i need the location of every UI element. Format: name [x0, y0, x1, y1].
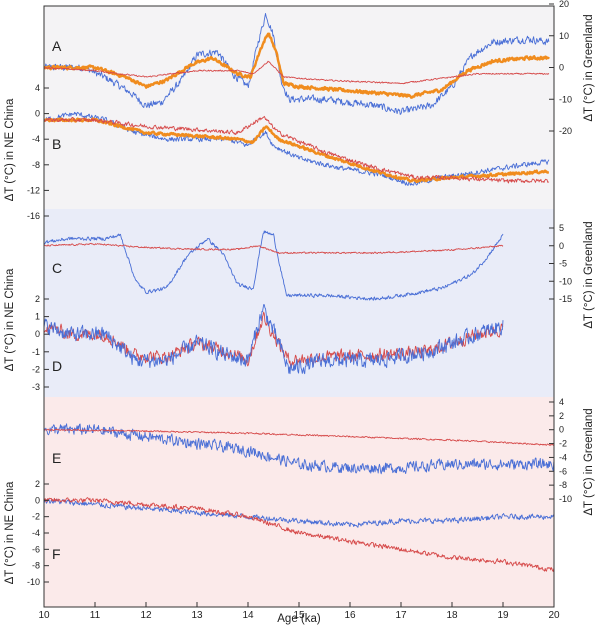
left-tick-label: -3: [32, 382, 40, 392]
series-d-blue: [44, 304, 504, 375]
ticks-layer: 40-4-8-12-1620100-10-20210-1-2-350-5-10-…: [27, 0, 572, 621]
series-f-red: [44, 497, 554, 572]
x-tick-label: 13: [191, 610, 203, 621]
right-axis-title-panel-2: ΔT (°C) in Greenland: [583, 221, 595, 328]
panel-letter-d: D: [52, 358, 62, 374]
left-tick-label: 0: [35, 329, 40, 339]
x-tick-label: 15: [293, 610, 305, 621]
left-tick-label: -8: [32, 561, 40, 571]
right-tick-label: 4: [559, 397, 564, 407]
right-tick-label: 10: [559, 31, 569, 41]
x-tick-label: 12: [140, 610, 152, 621]
panel-2-series: [44, 230, 504, 375]
right-tick-label: -10: [559, 276, 572, 286]
left-tick-label: 1: [35, 312, 40, 322]
right-tick-label: 20: [559, 0, 569, 9]
left-axis-title-panel-2: ΔT (°C) in NE China: [4, 268, 16, 371]
left-tick-label: -12: [27, 185, 40, 195]
left-tick-label: -2: [32, 364, 40, 374]
x-tick-label: 11: [90, 610, 101, 621]
left-axis-title-panel-1: ΔT (°C) in NE China: [4, 98, 16, 201]
right-tick-label: 0: [559, 425, 564, 435]
right-axis-title-panel-1: ΔT (°C) in Greenland: [583, 14, 595, 121]
panel-3-series: [44, 423, 554, 572]
right-tick-label: -20: [559, 126, 572, 136]
left-tick-label: 0: [35, 109, 40, 119]
panel-1-series: [44, 13, 550, 186]
series-b-red: [44, 115, 550, 184]
left-tick-label: -10: [27, 577, 40, 587]
panel-letter-a: A: [52, 38, 62, 54]
x-tick-label: 17: [395, 610, 407, 621]
series-a-orange: [44, 32, 550, 99]
plot-frame: [43, 5, 555, 608]
left-tick-label: -8: [32, 160, 40, 170]
panel-letter-b: B: [52, 136, 61, 152]
series-a-red: [44, 60, 550, 85]
x-tick-label: 20: [548, 610, 560, 621]
right-axis-title-panel-3: ΔT (°C) in Greenland: [583, 408, 595, 515]
right-tick-label: -2: [559, 439, 567, 449]
left-tick-label: -2: [32, 512, 40, 522]
x-tick-label: 14: [242, 610, 254, 621]
right-tick-label: -4: [559, 452, 567, 462]
left-tick-label: -4: [32, 528, 40, 538]
x-axis-title: Age (ka): [277, 613, 321, 625]
right-tick-label: -10: [559, 94, 572, 104]
left-tick-label: 0: [35, 495, 40, 505]
panel-letter-c: C: [52, 260, 62, 276]
right-tick-label: -15: [559, 294, 572, 304]
panel-letter-f: F: [52, 546, 61, 562]
right-tick-label: 0: [559, 63, 564, 73]
series-e-red: [44, 428, 554, 446]
left-tick-label: 2: [35, 294, 40, 304]
right-tick-label: 5: [559, 223, 564, 233]
series-layer: [44, 13, 554, 572]
panel-ab-background: [44, 6, 554, 209]
left-tick-label: -4: [32, 134, 40, 144]
x-tick-label: 19: [497, 610, 509, 621]
left-axis-title-panel-3: ΔT (°C) in NE China: [4, 481, 16, 584]
left-tick-label: 4: [35, 83, 40, 93]
x-tick-label: 18: [446, 610, 458, 621]
right-tick-label: 2: [559, 411, 564, 421]
right-tick-label: -10: [559, 494, 572, 504]
left-tick-label: 2: [35, 479, 40, 489]
series-f-blue: [44, 498, 554, 528]
left-tick-label: -6: [32, 544, 40, 554]
right-tick-label: -8: [559, 480, 567, 490]
right-tick-label: -5: [559, 259, 567, 269]
series-e-blue: [44, 423, 554, 475]
series-a-blue: [44, 13, 550, 115]
x-tick-label: 16: [344, 610, 356, 621]
right-tick-label: -6: [559, 466, 567, 476]
panel-letter-e: E: [52, 450, 61, 466]
series-c-red: [44, 242, 504, 255]
left-tick-label: -16: [27, 211, 40, 221]
series-c-blue: [44, 230, 504, 301]
right-tick-label: 0: [559, 241, 564, 251]
x-tick-label: 10: [38, 610, 50, 621]
left-tick-label: -1: [32, 347, 40, 357]
